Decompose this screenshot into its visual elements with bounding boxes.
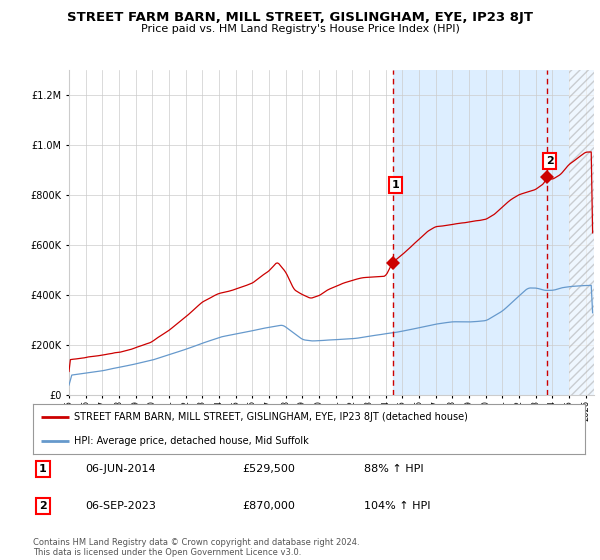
Text: Contains HM Land Registry data © Crown copyright and database right 2024.
This d: Contains HM Land Registry data © Crown c… (33, 538, 359, 557)
Text: £870,000: £870,000 (243, 501, 296, 511)
Text: STREET FARM BARN, MILL STREET, GISLINGHAM, EYE, IP23 8JT: STREET FARM BARN, MILL STREET, GISLINGHA… (67, 11, 533, 24)
Text: 1: 1 (392, 180, 400, 190)
Text: Price paid vs. HM Land Registry's House Price Index (HPI): Price paid vs. HM Land Registry's House … (140, 24, 460, 34)
Text: HPI: Average price, detached house, Mid Suffolk: HPI: Average price, detached house, Mid … (74, 436, 309, 446)
Bar (393, 70, 594, 395)
Bar (569, 70, 594, 395)
Text: 1: 1 (39, 464, 47, 474)
Text: 2: 2 (546, 156, 554, 166)
Text: 06-JUN-2014: 06-JUN-2014 (85, 464, 156, 474)
Text: 2: 2 (39, 501, 47, 511)
Text: 88% ↑ HPI: 88% ↑ HPI (364, 464, 424, 474)
Text: £529,500: £529,500 (243, 464, 296, 474)
Text: STREET FARM BARN, MILL STREET, GISLINGHAM, EYE, IP23 8JT (detached house): STREET FARM BARN, MILL STREET, GISLINGHA… (74, 412, 468, 422)
Text: 104% ↑ HPI: 104% ↑ HPI (364, 501, 431, 511)
Text: 06-SEP-2023: 06-SEP-2023 (85, 501, 157, 511)
